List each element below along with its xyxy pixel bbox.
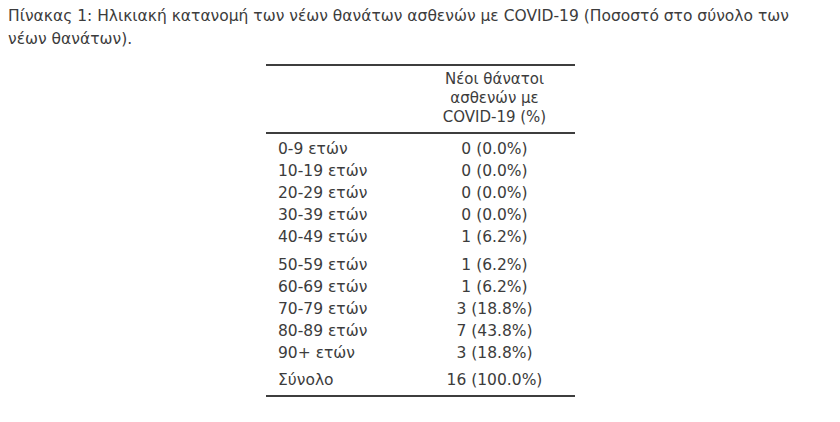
age-label: 0-9 ετών [266,138,414,160]
age-group-block-2: 50-59 ετών 1 (6.2%) 60-69 ετών 1 (6.2%) … [266,254,575,364]
table-row: 70-79 ετών 3 (18.8%) [266,298,575,320]
table-total-section: Σύνολο 16 (100.0%) [266,369,575,395]
deaths-value: 3 (18.8%) [414,298,575,320]
total-label: Σύνολο [266,369,414,391]
table-header-row: Νέοι θάνατοι ασθενών με COVID-19 (%) [266,66,575,134]
deaths-value: 7 (43.8%) [414,320,575,342]
age-label: 30-39 ετών [266,204,414,226]
column-header-deaths: Νέοι θάνατοι ασθενών με COVID-19 (%) [414,70,575,127]
deaths-value: 1 (6.2%) [414,226,575,248]
table-row: 0-9 ετών 0 (0.0%) [266,138,575,160]
age-label: 40-49 ετών [266,226,414,248]
table-row: 20-29 ετών 0 (0.0%) [266,182,575,204]
age-label: 90+ ετών [266,342,414,364]
age-label: 50-59 ετών [266,254,414,276]
age-group-block-1: 0-9 ετών 0 (0.0%) 10-19 ετών 0 (0.0%) 20… [266,138,575,248]
age-label: 20-29 ετών [266,182,414,204]
deaths-value: 1 (6.2%) [414,276,575,298]
age-distribution-table: Νέοι θάνατοι ασθενών με COVID-19 (%) 0-9… [266,64,575,397]
deaths-value: 1 (6.2%) [414,254,575,276]
table-caption: Πίνακας 1: Ηλικιακή κατανομή των νέων θα… [8,5,826,51]
table-row: 30-39 ετών 0 (0.0%) [266,204,575,226]
deaths-value: 0 (0.0%) [414,182,575,204]
deaths-value: 3 (18.8%) [414,342,575,364]
table-row: 40-49 ετών 1 (6.2%) [266,226,575,248]
age-label: 80-89 ετών [266,320,414,342]
table-row: 60-69 ετών 1 (6.2%) [266,276,575,298]
total-row: Σύνολο 16 (100.0%) [266,369,575,391]
table-row: 90+ ετών 3 (18.8%) [266,342,575,364]
deaths-value: 0 (0.0%) [414,160,575,182]
age-label: 60-69 ετών [266,276,414,298]
table-row: 50-59 ετών 1 (6.2%) [266,254,575,276]
table-body: 0-9 ετών 0 (0.0%) 10-19 ετών 0 (0.0%) 20… [266,134,575,395]
age-label: 70-79 ετών [266,298,414,320]
total-value: 16 (100.0%) [414,369,575,391]
age-label: 10-19 ετών [266,160,414,182]
table-row: 10-19 ετών 0 (0.0%) [266,160,575,182]
table-row: 80-89 ετών 7 (43.8%) [266,320,575,342]
deaths-value: 0 (0.0%) [414,138,575,160]
deaths-value: 0 (0.0%) [414,204,575,226]
